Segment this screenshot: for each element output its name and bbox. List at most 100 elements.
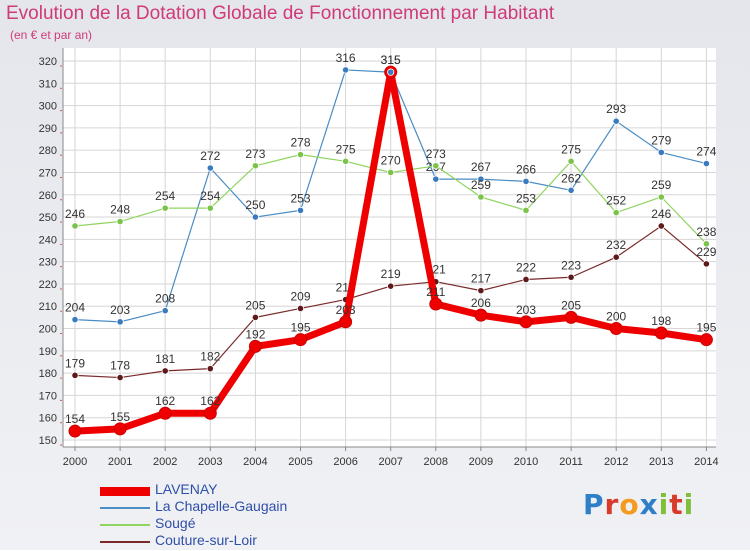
- data-label: 254: [200, 189, 220, 203]
- x-tick-label: 2010: [514, 456, 538, 468]
- data-label: 253: [516, 191, 536, 205]
- data-point: [161, 367, 169, 375]
- data-point: [294, 333, 307, 347]
- y-tick-label: 290: [39, 123, 57, 135]
- logo-letter: o: [619, 488, 640, 521]
- data-label: 211: [426, 285, 445, 299]
- data-label: 252: [606, 194, 626, 208]
- data-point: [248, 339, 262, 353]
- data-point: [161, 204, 169, 212]
- data-point: [654, 326, 668, 340]
- y-tick-label: 150: [39, 435, 57, 447]
- x-tick-label: 2014: [694, 456, 718, 468]
- y-tick-label: 200: [39, 324, 57, 336]
- data-point: [116, 318, 124, 326]
- data-point: [477, 287, 485, 295]
- data-label: 238: [696, 225, 716, 239]
- data-point: [251, 213, 259, 221]
- legend-label: LAVENAY: [155, 481, 218, 497]
- data-point: [161, 307, 169, 315]
- data-label: 275: [561, 142, 581, 156]
- data-point: [657, 193, 665, 201]
- data-label: 246: [651, 207, 671, 221]
- data-point: [71, 371, 79, 379]
- data-label: 222: [516, 260, 536, 274]
- data-label: 204: [65, 301, 85, 315]
- data-point: [612, 117, 620, 125]
- logo-letter: P: [583, 488, 605, 521]
- data-label: 315: [381, 53, 401, 67]
- data-point: [702, 159, 711, 168]
- x-tick-label: 2000: [63, 456, 87, 468]
- data-label: 217: [471, 272, 491, 286]
- data-label: 205: [245, 298, 265, 312]
- x-tick-label: 2007: [378, 456, 402, 468]
- legend-swatch: [100, 507, 150, 509]
- data-point: [387, 68, 395, 76]
- chart-subtitle: (en € et par an): [10, 28, 93, 42]
- x-tick-label: 2013: [649, 456, 673, 468]
- data-label: 267: [471, 160, 491, 174]
- y-tick-label: 250: [39, 212, 57, 224]
- data-point: [71, 316, 79, 324]
- x-tick-label: 2001: [108, 456, 132, 468]
- data-point: [477, 193, 485, 201]
- legend-swatch: [100, 524, 150, 526]
- data-point: [339, 315, 353, 329]
- data-point: [158, 406, 172, 420]
- data-label: 266: [516, 162, 536, 176]
- data-label: 253: [290, 191, 310, 205]
- data-label: 155: [110, 410, 130, 424]
- y-tick-label: 260: [39, 190, 57, 202]
- data-point: [251, 313, 259, 321]
- data-point: [296, 304, 305, 313]
- data-point: [206, 164, 214, 172]
- data-label: 162: [200, 394, 220, 408]
- y-tick-label: 320: [39, 56, 57, 68]
- y-tick-label: 240: [39, 234, 57, 246]
- y-tick-label: 270: [39, 167, 57, 179]
- data-label: 219: [381, 267, 401, 281]
- logo-letter: t: [669, 488, 684, 521]
- data-point: [477, 175, 485, 183]
- data-point: [296, 151, 305, 159]
- data-label: 270: [381, 153, 401, 167]
- x-tick-label: 2009: [469, 456, 493, 468]
- legend-label: Sougé: [155, 515, 196, 531]
- data-label: 279: [651, 133, 671, 147]
- y-tick-label: 310: [39, 78, 57, 90]
- x-tick-label: 2012: [604, 456, 628, 468]
- x-tick-label: 2008: [424, 456, 448, 468]
- data-label: 273: [426, 147, 446, 161]
- data-label: 200: [606, 310, 626, 324]
- proxiti-logo: Proxiti: [583, 488, 694, 521]
- data-label: 209: [290, 289, 310, 303]
- data-label: 293: [606, 102, 626, 116]
- y-tick-label: 220: [39, 279, 57, 291]
- data-point: [387, 282, 395, 290]
- data-point: [702, 240, 711, 248]
- data-point: [206, 365, 214, 373]
- data-label: 205: [561, 298, 581, 312]
- data-point: [567, 157, 575, 165]
- data-label: 278: [290, 136, 310, 150]
- y-tick-label: 300: [39, 101, 57, 113]
- y-tick-label: 230: [39, 257, 57, 269]
- data-point: [116, 217, 124, 226]
- data-point: [429, 297, 443, 311]
- y-tick-label: 190: [39, 346, 57, 358]
- y-tick-label: 210: [39, 301, 57, 313]
- legend-swatch: [100, 486, 150, 496]
- data-label: 178: [110, 359, 130, 373]
- data-point: [567, 186, 575, 194]
- data-label: 208: [155, 292, 175, 306]
- data-label: 248: [110, 203, 130, 217]
- data-point: [657, 222, 665, 230]
- data-label: 246: [65, 207, 85, 221]
- data-label: 232: [606, 238, 626, 252]
- x-tick-label: 2002: [153, 456, 177, 468]
- data-point: [432, 175, 440, 183]
- data-point: [657, 148, 665, 157]
